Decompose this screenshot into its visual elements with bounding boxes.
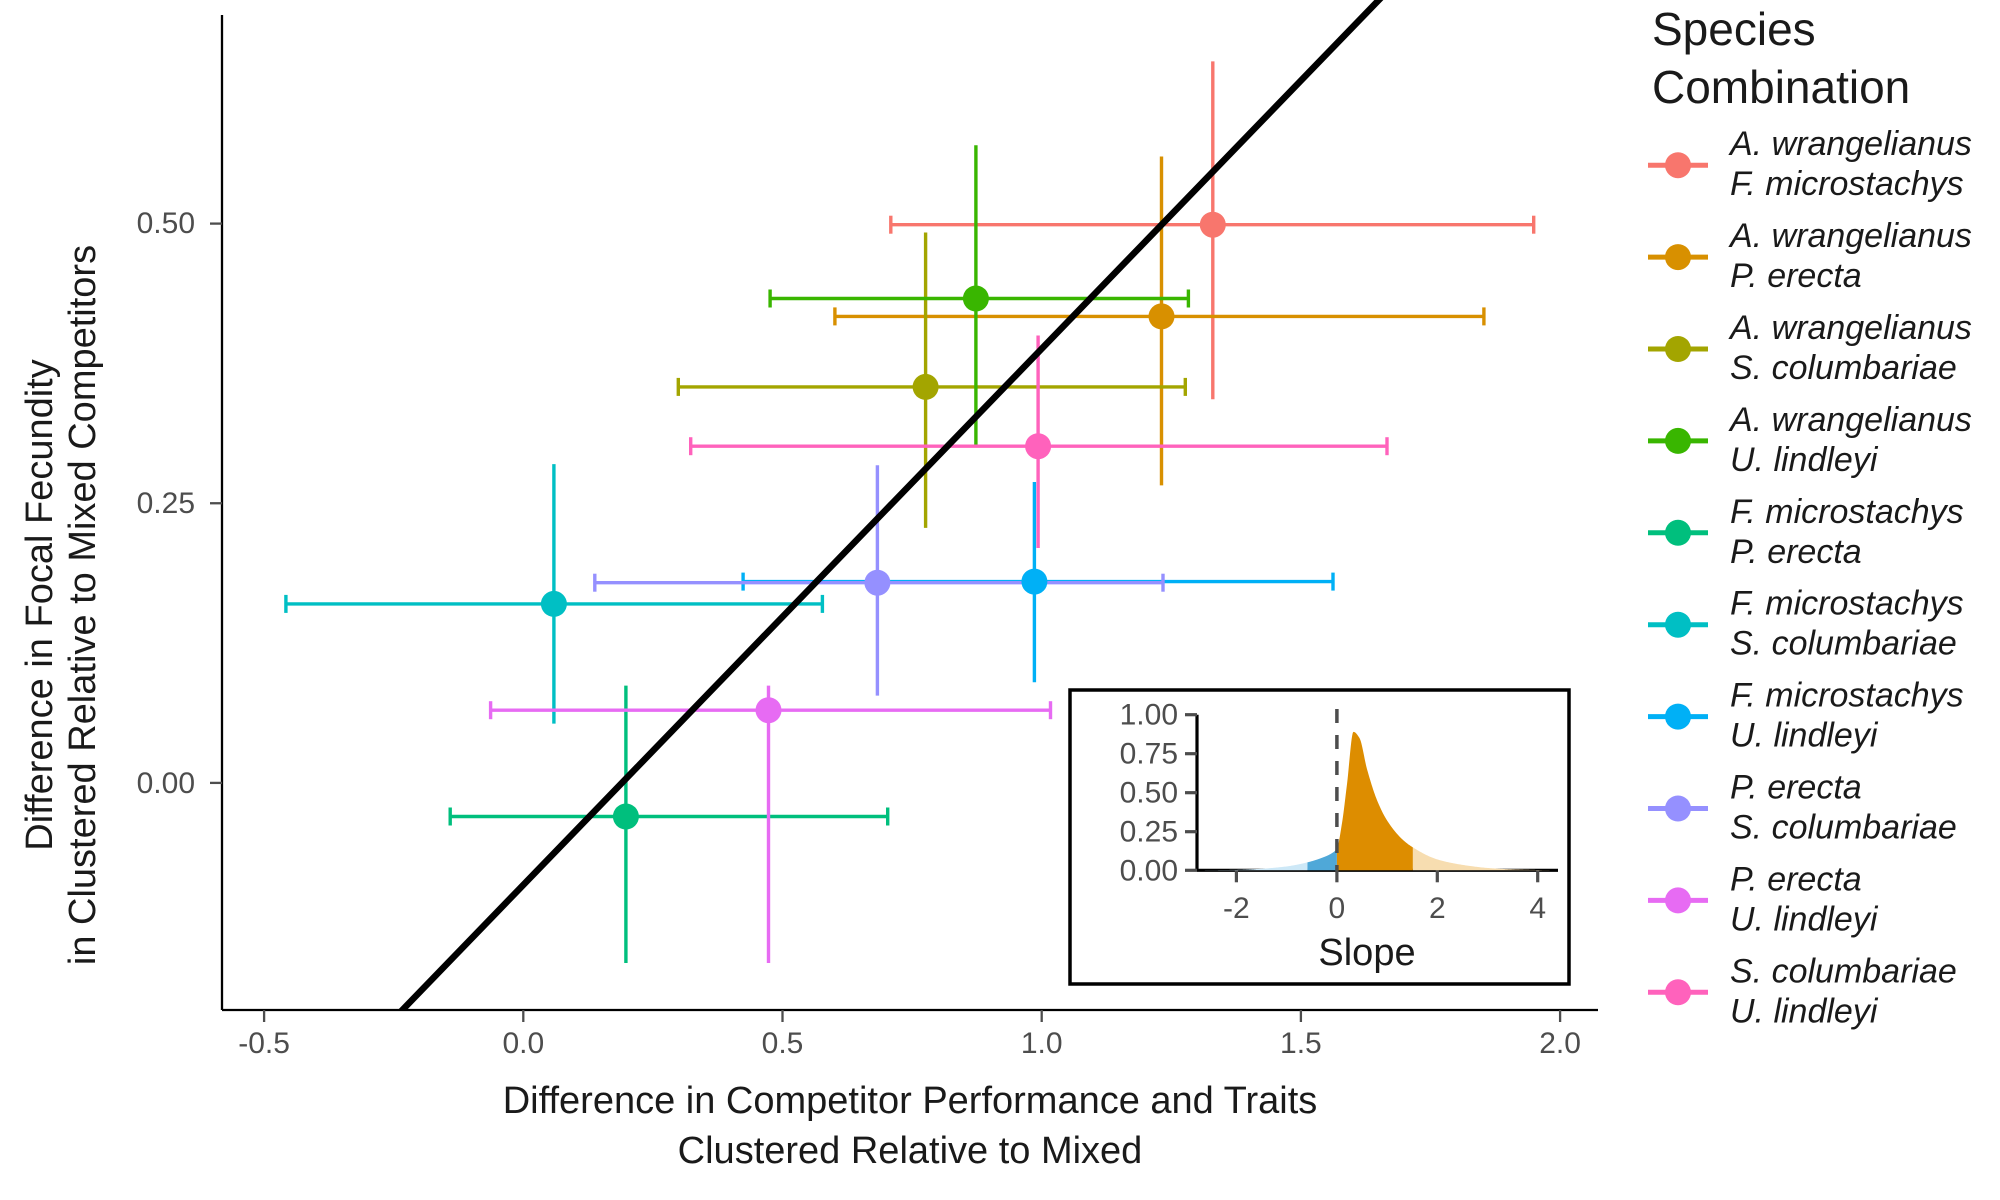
svg-text:1.0: 1.0 bbox=[1021, 1027, 1063, 1060]
svg-text:F. microstachys: F. microstachys bbox=[1730, 585, 1964, 623]
svg-text:P. erecta: P. erecta bbox=[1730, 257, 1862, 295]
svg-text:A. wrangelianus: A. wrangelianus bbox=[1728, 217, 1972, 255]
svg-text:in Clustered Relative to Mixed: in Clustered Relative to Mixed Competito… bbox=[62, 245, 104, 965]
svg-text:F. microstachys: F. microstachys bbox=[1730, 493, 1964, 531]
svg-text:A. wrangelianus: A. wrangelianus bbox=[1728, 401, 1972, 439]
svg-text:-0.5: -0.5 bbox=[238, 1027, 290, 1060]
svg-text:0.25: 0.25 bbox=[1120, 816, 1178, 849]
svg-text:0.50: 0.50 bbox=[137, 207, 195, 240]
svg-text:0.5: 0.5 bbox=[762, 1027, 804, 1060]
svg-text:F. microstachys: F. microstachys bbox=[1730, 165, 1964, 203]
svg-text:P. erecta: P. erecta bbox=[1730, 533, 1862, 571]
svg-text:0.50: 0.50 bbox=[1120, 777, 1178, 810]
svg-text:S. columbariae: S. columbariae bbox=[1730, 809, 1957, 847]
svg-text:Difference in Competitor Perfo: Difference in Competitor Performance and… bbox=[503, 1080, 1318, 1122]
svg-text:S. columbariae: S. columbariae bbox=[1730, 349, 1957, 387]
svg-text:A. wrangelianus: A. wrangelianus bbox=[1728, 125, 1972, 163]
svg-text:4: 4 bbox=[1529, 892, 1546, 925]
svg-text:Clustered Relative to Mixed: Clustered Relative to Mixed bbox=[678, 1130, 1143, 1172]
svg-text:A. wrangelianus: A. wrangelianus bbox=[1728, 309, 1972, 347]
svg-text:0.00: 0.00 bbox=[137, 767, 195, 800]
svg-text:Species: Species bbox=[1652, 3, 1816, 55]
svg-text:Combination: Combination bbox=[1652, 61, 1910, 113]
svg-text:P. erecta: P. erecta bbox=[1730, 769, 1862, 807]
svg-text:2.0: 2.0 bbox=[1539, 1027, 1581, 1060]
svg-text:U. lindleyi: U. lindleyi bbox=[1730, 717, 1879, 755]
svg-text:S. columbariae: S. columbariae bbox=[1730, 625, 1957, 663]
svg-text:F. microstachys: F. microstachys bbox=[1730, 677, 1964, 715]
svg-text:2: 2 bbox=[1429, 892, 1446, 925]
svg-text:0.75: 0.75 bbox=[1120, 738, 1178, 771]
svg-text:0: 0 bbox=[1329, 892, 1346, 925]
svg-text:0.0: 0.0 bbox=[502, 1027, 544, 1060]
svg-text:1.00: 1.00 bbox=[1120, 699, 1178, 732]
svg-text:Slope: Slope bbox=[1318, 932, 1415, 974]
svg-text:Difference in Focal Fecundity: Difference in Focal Fecundity bbox=[19, 359, 61, 850]
svg-text:1.5: 1.5 bbox=[1280, 1027, 1322, 1060]
svg-text:U. lindleyi: U. lindleyi bbox=[1730, 992, 1879, 1030]
svg-text:0.00: 0.00 bbox=[1120, 854, 1178, 887]
svg-text:0.25: 0.25 bbox=[137, 487, 195, 520]
svg-text:S. columbariae: S. columbariae bbox=[1730, 952, 1957, 990]
svg-text:U. lindleyi: U. lindleyi bbox=[1730, 900, 1879, 938]
svg-text:P. erecta: P. erecta bbox=[1730, 860, 1862, 898]
svg-text:U. lindleyi: U. lindleyi bbox=[1730, 441, 1879, 479]
svg-text:-2: -2 bbox=[1223, 892, 1250, 925]
